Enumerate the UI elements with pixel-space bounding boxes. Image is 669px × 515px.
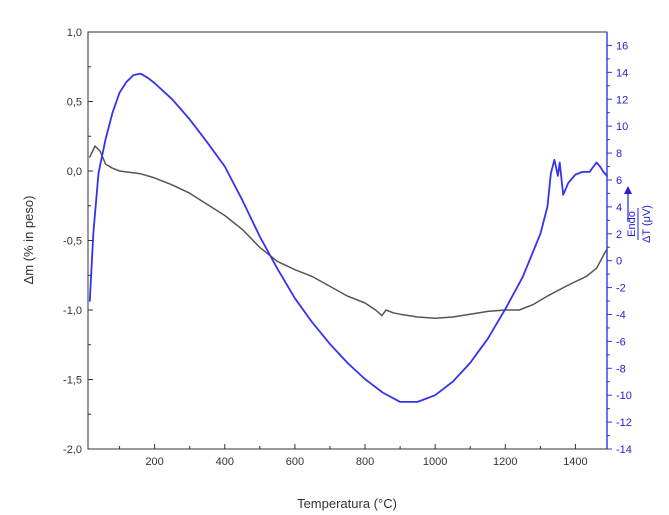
y-right-tick-label: -6 [616, 336, 626, 348]
endo-arrow-icon [624, 186, 632, 222]
y-right-tick-label: 0 [616, 256, 622, 268]
y-right-tick-label: 6 [616, 175, 622, 187]
y-axis-right-title-denominator: ΔT (μV) [641, 205, 653, 243]
y-axis-right-title: Endo ΔT (μV) [626, 205, 653, 243]
x-tick-label: 400 [216, 456, 234, 468]
dta-line [88, 72, 608, 403]
y-right-tick-label: -8 [616, 363, 626, 375]
y-left-tick-label: -1,5 [63, 375, 82, 387]
x-axis: 200 400 600 800 1000 1200 1400 [119, 444, 588, 468]
tg-line [89, 145, 608, 320]
y-left-tick-label: 0,0 [67, 166, 82, 178]
series-layer [88, 72, 608, 403]
y-right-tick-label: 12 [616, 94, 628, 106]
y-right-tick-label: -12 [616, 417, 632, 429]
x-tick-label: 1400 [563, 456, 587, 468]
y-right-tick-label: -4 [616, 309, 626, 321]
x-tick-label: 1200 [493, 456, 517, 468]
y-axis-left-title: Δm (% in peso) [21, 196, 36, 285]
y-axis-right: 16 14 12 10 8 6 4 2 0 -2 -4 -6 -8 -10 -12 -14 [607, 40, 632, 456]
y-left-tick-label: -2,0 [63, 444, 82, 456]
x-tick-label: 600 [286, 456, 304, 468]
y-axis-left: 1,0 0,5 0,0 -0,5 -1,0 -1,5 -2,0 [63, 27, 93, 456]
x-tick-label: 1000 [423, 456, 447, 468]
x-axis-title: Temperatura (°C) [297, 496, 397, 511]
y-right-tick-label: -10 [616, 390, 632, 402]
x-tick-label: 800 [356, 456, 374, 468]
y-right-tick-label: -14 [616, 444, 632, 456]
y-left-tick-label: -0,5 [63, 236, 82, 248]
y-right-tick-label: 2 [616, 229, 622, 241]
y-axis-right-title-numerator: Endo [626, 211, 638, 237]
y-left-tick-label: -1,0 [63, 305, 82, 317]
y-left-tick-label: 1,0 [67, 27, 82, 39]
y-right-tick-label: -2 [616, 283, 626, 295]
y-left-tick-label: 0,5 [67, 97, 82, 109]
y-right-tick-label: 16 [616, 40, 628, 52]
y-right-tick-label: 4 [616, 202, 622, 214]
y-right-tick-label: 14 [616, 67, 628, 79]
x-tick-label: 200 [145, 456, 163, 468]
y-right-tick-label: 10 [616, 121, 628, 133]
y-right-tick-label: 8 [616, 148, 622, 160]
